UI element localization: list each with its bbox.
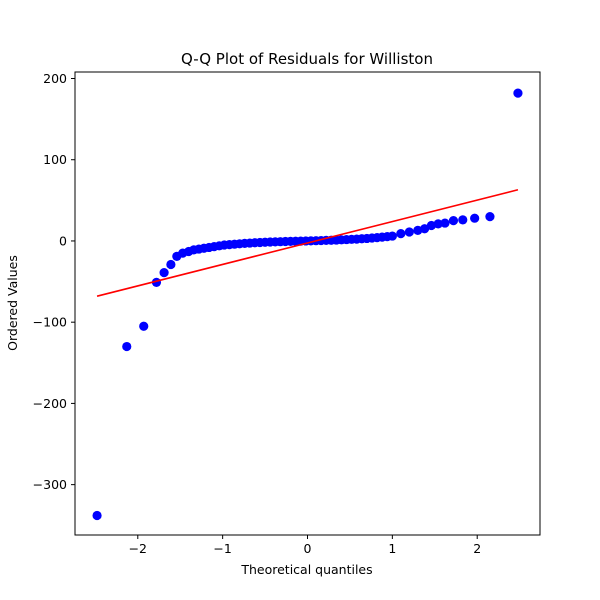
plot-frame	[74, 71, 541, 536]
chart-title: Q-Q Plot of Residuals for Williston	[181, 50, 433, 68]
y-tick-label: −300	[33, 477, 67, 492]
plot-area	[92, 88, 523, 521]
y-tick-label: 0	[59, 233, 67, 248]
qq-point	[470, 213, 480, 223]
x-tick-label: −1	[213, 541, 231, 556]
qq-point	[448, 216, 459, 226]
qq-point	[485, 211, 495, 222]
qq-point	[458, 215, 468, 225]
qq-point	[122, 341, 132, 352]
axes: −2 −1 0 1 2 −300 −200 −100 0 100 200	[33, 71, 482, 556]
y-tick-label: −100	[33, 315, 67, 330]
y-tick-label: −200	[33, 396, 67, 411]
qq-point	[396, 229, 406, 239]
x-axis-label: Theoretical quantiles	[240, 562, 372, 577]
qq-point	[404, 227, 414, 237]
qq-point	[513, 88, 523, 98]
x-tick-label: 1	[388, 541, 396, 556]
y-tick-label: 200	[43, 71, 67, 86]
qq-point	[433, 219, 443, 229]
x-tick-label: −2	[129, 541, 147, 556]
qq-point	[92, 510, 102, 521]
qq-point	[139, 321, 149, 331]
y-axis-label: Ordered Values	[5, 255, 20, 351]
qq-point	[159, 268, 169, 278]
x-tick-label: 0	[304, 541, 312, 556]
qq-point	[440, 218, 450, 228]
fit-line	[96, 189, 519, 297]
qq-point	[166, 259, 176, 270]
y-tick-label: 100	[43, 152, 67, 167]
x-tick-label: 2	[473, 541, 481, 556]
qq-point	[387, 231, 397, 241]
